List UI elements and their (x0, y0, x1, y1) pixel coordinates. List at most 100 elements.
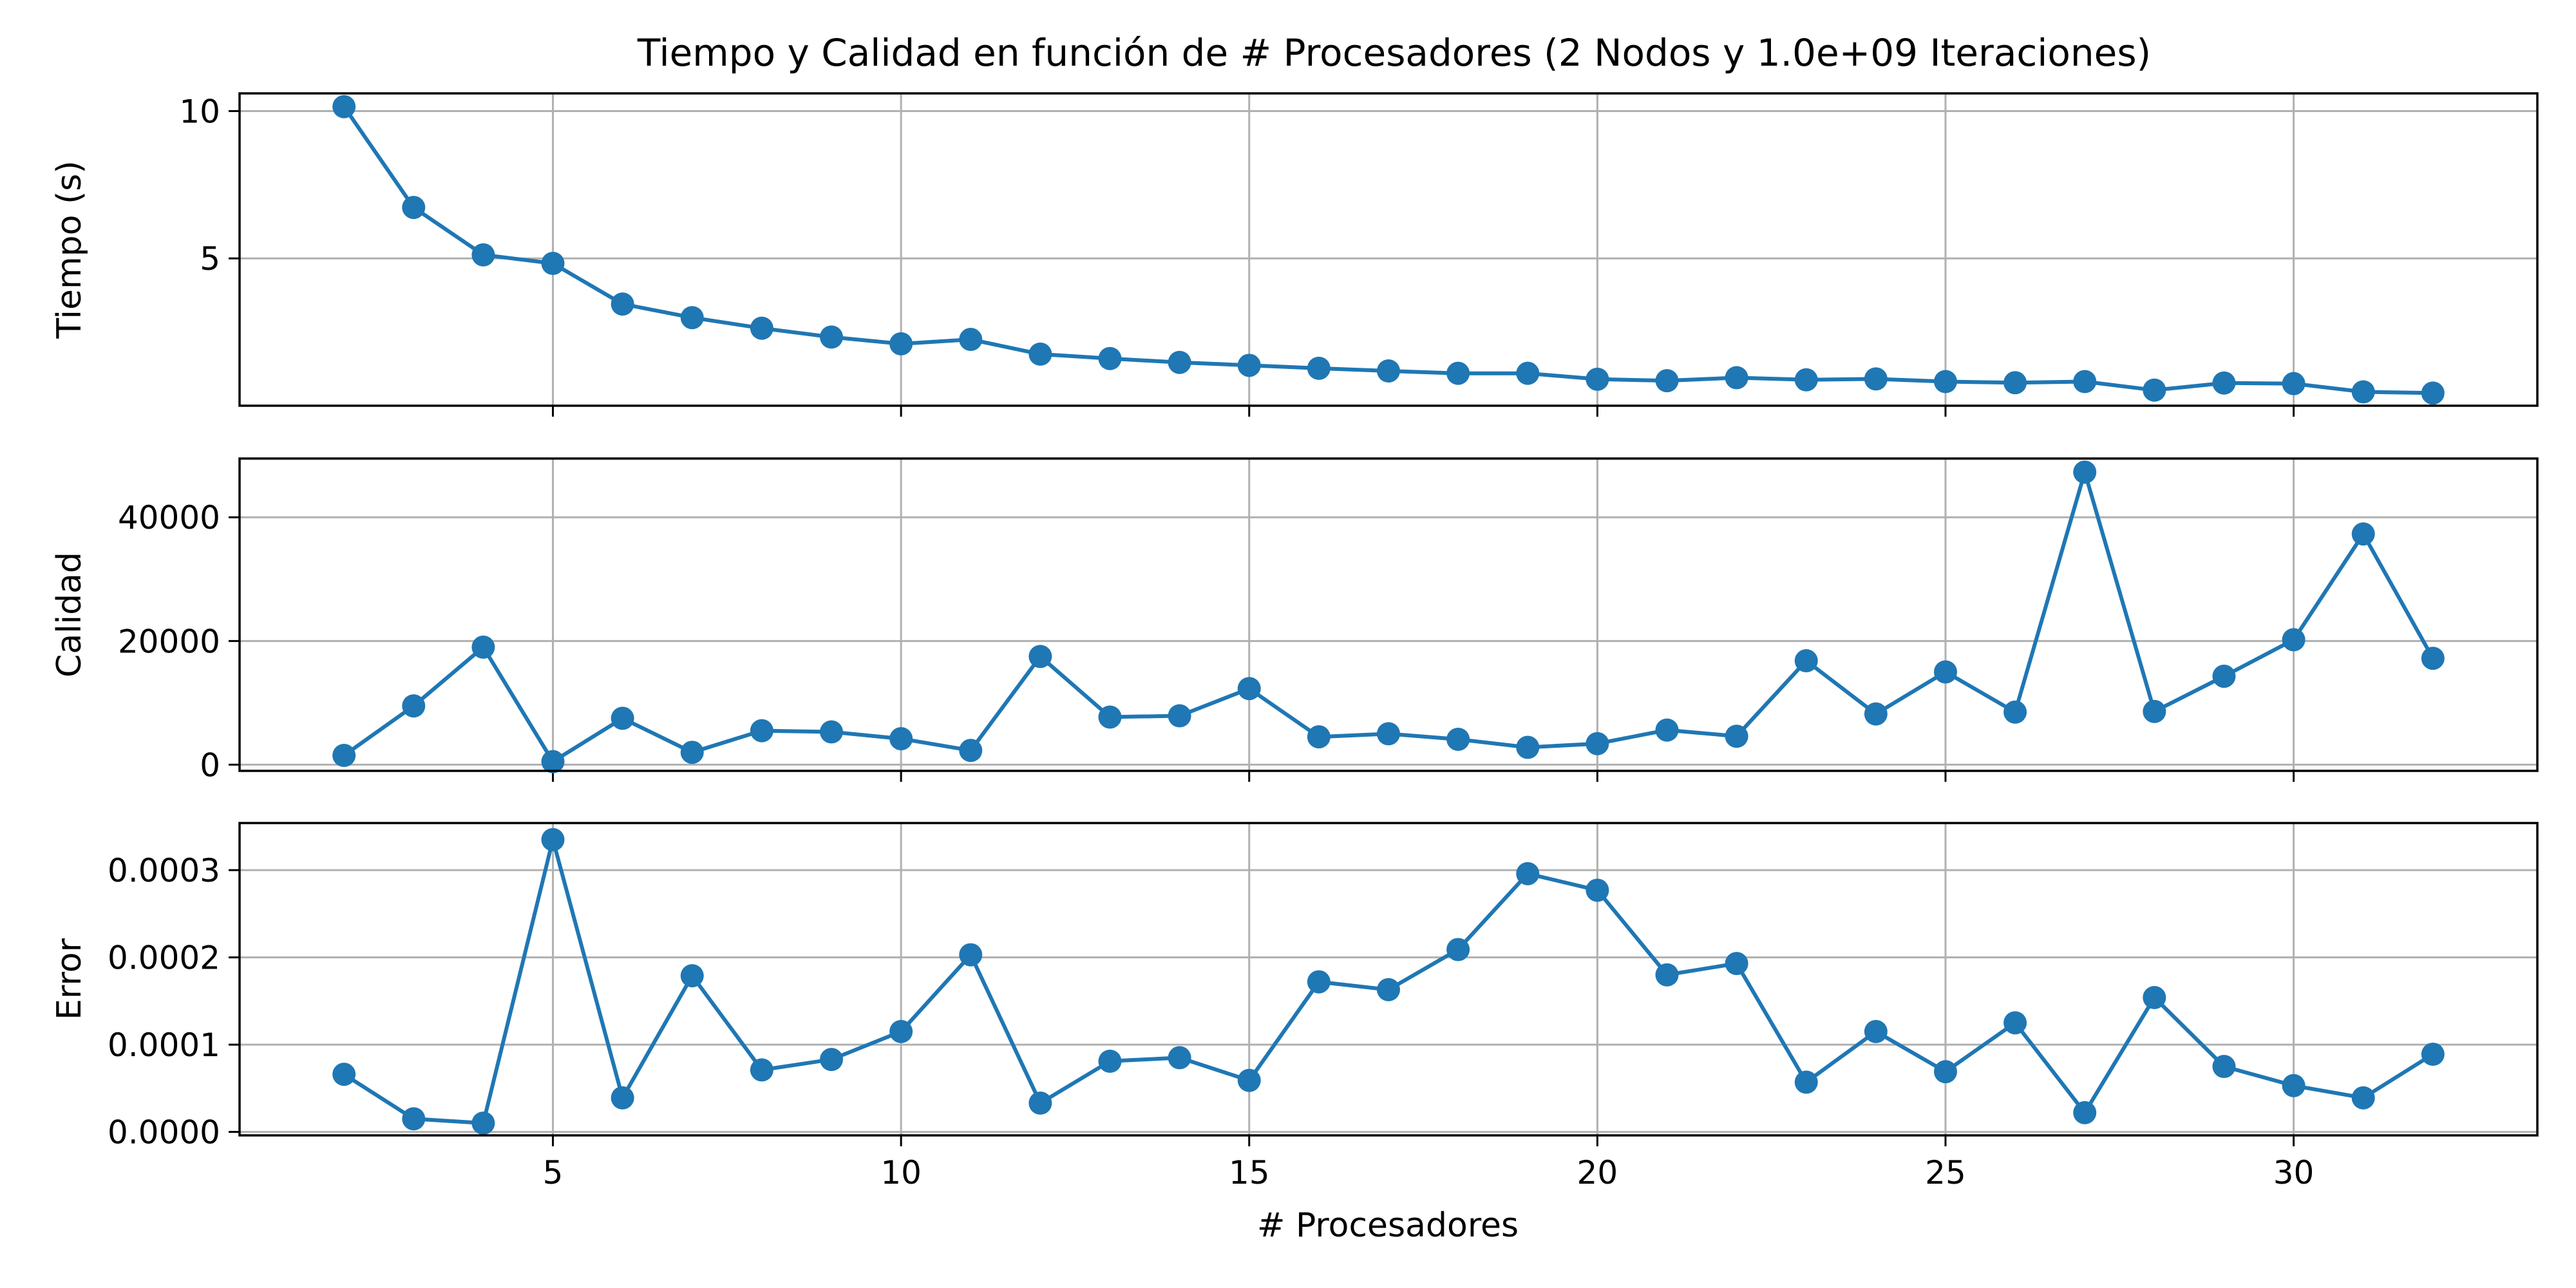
data-point-error-30 (2421, 1043, 2445, 1066)
data-point-calidad-24 (2003, 700, 2027, 724)
data-point-error-17 (1516, 862, 1540, 886)
data-point-calidad-17 (1516, 735, 1540, 759)
data-point-error-22 (1864, 1019, 1888, 1043)
axes-frame-tiempo (238, 92, 2539, 407)
data-point-error-24 (2003, 1011, 2027, 1035)
data-point-tiempo-5 (680, 306, 704, 330)
data-point-tiempo-16 (1446, 361, 1470, 385)
data-point-calidad-26 (2143, 699, 2166, 723)
data-point-error-13 (1237, 1068, 1261, 1092)
ytick-label-error-0: 0.0000 (108, 1114, 220, 1151)
data-point-tiempo-3 (541, 252, 565, 276)
data-point-error-26 (2143, 985, 2166, 1009)
data-point-calidad-18 (1586, 732, 1609, 755)
data-point-tiempo-6 (750, 316, 773, 340)
data-point-calidad-12 (1168, 704, 1191, 728)
data-point-tiempo-22 (1864, 367, 1888, 391)
ytick-label-tiempo-1: 10 (179, 93, 220, 130)
data-point-error-5 (680, 964, 704, 988)
data-point-tiempo-1 (402, 196, 426, 220)
data-point-error-15 (1377, 978, 1400, 1001)
data-point-tiempo-17 (1516, 361, 1540, 385)
data-point-calidad-20 (1725, 724, 1748, 748)
data-point-tiempo-23 (1933, 370, 1957, 393)
data-point-error-12 (1168, 1046, 1191, 1070)
data-point-error-16 (1446, 938, 1470, 961)
data-point-tiempo-8 (889, 332, 913, 355)
data-point-tiempo-2 (471, 243, 495, 267)
data-point-error-7 (820, 1048, 844, 1072)
data-point-error-21 (1794, 1070, 1818, 1094)
axes-frame-calidad (238, 457, 2539, 772)
data-point-tiempo-19 (1655, 369, 1679, 393)
data-point-calidad-4 (611, 706, 634, 730)
data-point-calidad-28 (2282, 628, 2306, 652)
data-point-tiempo-21 (1794, 368, 1818, 392)
data-point-tiempo-20 (1725, 366, 1748, 390)
data-point-calidad-25 (2073, 460, 2097, 484)
data-point-calidad-2 (471, 635, 495, 659)
data-point-error-9 (959, 943, 983, 967)
ytick-label-calidad-0: 0 (200, 746, 220, 784)
ytick-label-calidad-2: 40000 (118, 499, 220, 536)
data-point-error-25 (2073, 1101, 2097, 1124)
data-point-tiempo-27 (2212, 371, 2236, 395)
data-point-calidad-3 (541, 750, 565, 773)
data-point-error-0 (332, 1063, 356, 1086)
data-point-calidad-23 (1933, 660, 1957, 684)
data-point-calidad-21 (1794, 649, 1818, 673)
data-point-error-6 (750, 1058, 773, 1082)
data-point-calidad-5 (680, 741, 704, 764)
xtick-label-error-0: 5 (543, 1154, 564, 1191)
data-point-error-23 (1933, 1060, 1957, 1084)
data-point-error-3 (541, 828, 565, 851)
data-point-tiempo-28 (2282, 372, 2306, 395)
data-point-error-27 (2212, 1054, 2236, 1078)
data-point-error-18 (1586, 878, 1609, 902)
data-point-tiempo-13 (1237, 354, 1261, 377)
xtick-label-error-3: 20 (1577, 1154, 1618, 1191)
data-point-tiempo-14 (1307, 356, 1331, 380)
data-point-calidad-22 (1864, 702, 1888, 726)
data-point-tiempo-9 (959, 328, 983, 352)
data-point-calidad-10 (1028, 645, 1052, 668)
data-point-tiempo-4 (611, 292, 634, 316)
data-point-error-19 (1655, 963, 1679, 987)
data-point-error-20 (1725, 952, 1748, 976)
data-point-error-28 (2282, 1074, 2306, 1097)
data-point-error-1 (402, 1107, 426, 1131)
data-point-calidad-8 (889, 727, 913, 751)
data-point-tiempo-0 (332, 95, 356, 118)
data-point-tiempo-12 (1168, 350, 1191, 374)
chart-title: Tiempo y Calidad en función de # Procesa… (637, 31, 2151, 75)
data-point-error-8 (889, 1019, 913, 1043)
data-point-calidad-27 (2212, 665, 2236, 688)
data-point-calidad-9 (959, 739, 983, 762)
ytick-label-error-1: 0.0001 (108, 1027, 220, 1064)
y-axis-label-calidad: Calidad (50, 552, 89, 677)
data-point-calidad-11 (1098, 705, 1122, 729)
data-point-calidad-0 (332, 743, 356, 767)
data-point-tiempo-18 (1586, 367, 1609, 391)
xtick-label-error-4: 25 (1925, 1154, 1966, 1191)
ytick-label-tiempo-0: 5 (200, 240, 220, 278)
data-point-error-2 (471, 1112, 495, 1135)
data-point-tiempo-10 (1028, 342, 1052, 366)
data-point-calidad-6 (750, 719, 773, 743)
data-point-calidad-14 (1307, 725, 1331, 749)
data-point-error-10 (1028, 1091, 1052, 1115)
ytick-label-error-2: 0.0002 (108, 940, 220, 977)
data-point-calidad-19 (1655, 718, 1679, 742)
data-point-calidad-15 (1377, 722, 1400, 746)
xtick-label-error-1: 10 (880, 1154, 922, 1191)
data-point-calidad-30 (2421, 647, 2445, 670)
data-point-calidad-1 (402, 694, 426, 718)
data-point-tiempo-11 (1098, 346, 1122, 370)
xtick-label-error-2: 15 (1229, 1154, 1270, 1191)
data-point-error-29 (2351, 1086, 2375, 1110)
data-point-error-11 (1098, 1049, 1122, 1073)
ytick-label-error-3: 0.0003 (108, 852, 220, 889)
